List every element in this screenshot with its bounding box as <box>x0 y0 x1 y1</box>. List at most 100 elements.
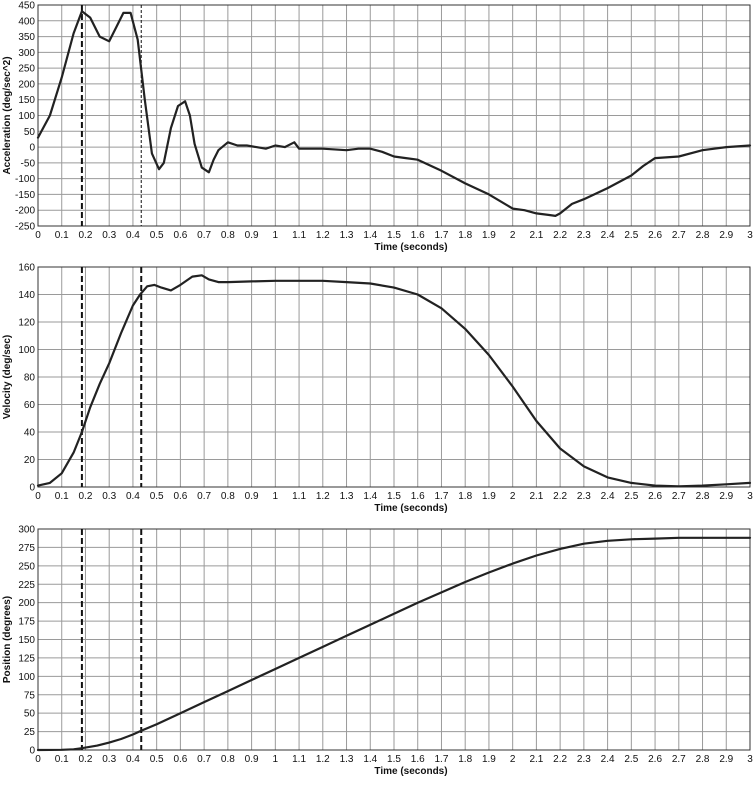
velocity-x-tick-label: 0.5 <box>150 491 164 502</box>
velocity-x-tick-label: 2.7 <box>672 491 686 502</box>
acceleration-y-tick-label: -50 <box>21 158 36 169</box>
acceleration-x-tick-label: 0 <box>35 230 41 241</box>
acceleration-x-tick-label: 1.8 <box>458 230 472 241</box>
acceleration-x-tick-label: 2.3 <box>577 230 591 241</box>
position-x-tick-label: 2.7 <box>672 754 686 765</box>
position-y-tick-label: 275 <box>18 543 35 554</box>
acceleration-y-tick-label: 250 <box>18 64 35 75</box>
velocity-x-tick-label: 0.1 <box>55 491 69 502</box>
acceleration-x-tick-label: 3 <box>747 230 753 241</box>
position-y-axis-label: Position (degrees) <box>2 596 13 683</box>
acceleration-y-tick-label: -200 <box>15 206 35 217</box>
acceleration-x-tick-label: 0.4 <box>126 230 140 241</box>
acceleration-x-tick-label: 2.9 <box>719 230 733 241</box>
acceleration-x-tick-label: 1.1 <box>292 230 306 241</box>
velocity-x-tick-label: 1.9 <box>482 491 496 502</box>
acceleration-x-tick-label: 2.6 <box>648 230 662 241</box>
acceleration-y-tick-label: 300 <box>18 48 35 59</box>
velocity-x-tick-label: 2.2 <box>553 491 567 502</box>
velocity-x-tick-label: 2.4 <box>601 491 615 502</box>
acceleration-x-tick-label: 2.2 <box>553 230 567 241</box>
velocity-x-tick-label: 1.8 <box>458 491 472 502</box>
velocity-x-tick-label: 0.7 <box>197 491 211 502</box>
position-x-tick-label: 2.1 <box>529 754 543 765</box>
acceleration-y-tick-label: -150 <box>15 190 35 201</box>
velocity-y-tick-label: 60 <box>24 400 36 411</box>
acceleration-y-axis-label: Acceleration (deg/sec^2) <box>2 56 13 174</box>
velocity-y-tick-label: 0 <box>29 483 35 494</box>
position-x-axis-label: Time (seconds) <box>374 766 447 777</box>
acceleration-x-axis-label: Time (seconds) <box>374 242 447 253</box>
acceleration-y-tick-label: 150 <box>18 95 35 106</box>
position-x-tick-label: 2.8 <box>696 754 710 765</box>
position-x-tick-label: 2.9 <box>719 754 733 765</box>
velocity-x-tick-label: 1.7 <box>435 491 449 502</box>
position-x-tick-label: 2.5 <box>624 754 638 765</box>
velocity-y-axis-label: Velocity (deg/sec) <box>2 335 13 419</box>
position-y-tick-label: 225 <box>18 580 35 591</box>
acceleration-x-tick-label: 2.8 <box>696 230 710 241</box>
position-x-tick-label: 0.1 <box>55 754 69 765</box>
acceleration-x-tick-label: 2.5 <box>624 230 638 241</box>
acceleration-x-tick-label: 0.7 <box>197 230 211 241</box>
acceleration-series-line <box>36 10 752 217</box>
velocity-x-tick-label: 0.9 <box>245 491 259 502</box>
acceleration-y-tick-label: -250 <box>15 222 35 233</box>
position-x-tick-label: 0.9 <box>245 754 259 765</box>
velocity-x-tick-label: 1.1 <box>292 491 306 502</box>
acceleration-x-tick-label: 0.8 <box>221 230 235 241</box>
acceleration-x-tick-label: 2.7 <box>672 230 686 241</box>
velocity-series-line <box>36 274 752 488</box>
velocity-x-tick-label: 0.6 <box>173 491 187 502</box>
position-x-tick-label: 1.9 <box>482 754 496 765</box>
position-x-tick-label: 1.3 <box>340 754 354 765</box>
velocity-x-tick-label: 2.6 <box>648 491 662 502</box>
position-x-tick-label: 0.5 <box>150 754 164 765</box>
velocity-x-tick-label: 1.6 <box>411 491 425 502</box>
position-y-tick-label: 250 <box>18 561 35 572</box>
velocity-y-tick-label: 120 <box>18 318 35 329</box>
position-x-tick-label: 3 <box>747 754 753 765</box>
velocity-x-tick-label: 0.2 <box>79 491 93 502</box>
position-x-tick-label: 2 <box>510 754 516 765</box>
acceleration-x-tick-label: 0.6 <box>173 230 187 241</box>
position-y-tick-label: 100 <box>18 672 35 683</box>
velocity-x-tick-label: 0.8 <box>221 491 235 502</box>
velocity-x-tick-label: 2.5 <box>624 491 638 502</box>
acceleration-x-tick-label: 0.2 <box>79 230 93 241</box>
velocity-x-tick-label: 2.8 <box>696 491 710 502</box>
velocity-x-tick-label: 2.1 <box>529 491 543 502</box>
velocity-y-tick-label: 100 <box>18 345 35 356</box>
position-x-tick-label: 1.8 <box>458 754 472 765</box>
position-x-tick-label: 2.2 <box>553 754 567 765</box>
acceleration-x-tick-label: 0.5 <box>150 230 164 241</box>
position-y-tick-label: 125 <box>18 653 35 664</box>
position-x-tick-label: 0.4 <box>126 754 140 765</box>
acceleration-x-tick-label: 1.4 <box>363 230 377 241</box>
velocity-y-tick-label: 40 <box>24 428 36 439</box>
acceleration-x-tick-label: 1.6 <box>411 230 425 241</box>
velocity-x-tick-label: 0 <box>35 491 41 502</box>
position-x-tick-label: 0.6 <box>173 754 187 765</box>
position-frame <box>37 528 751 751</box>
acceleration-x-tick-label: 1.7 <box>435 230 449 241</box>
acceleration-y-tick-label: 350 <box>18 32 35 43</box>
acceleration-y-tick-label: 400 <box>18 16 35 27</box>
acceleration-y-tick-label: 100 <box>18 111 35 122</box>
acceleration-frame <box>37 4 751 227</box>
velocity-x-tick-label: 1 <box>273 491 279 502</box>
velocity-y-tick-label: 140 <box>18 290 35 301</box>
velocity-x-tick-label: 1.2 <box>316 491 330 502</box>
acceleration-x-tick-label: 1.5 <box>387 230 401 241</box>
position-y-tick-label: 175 <box>18 617 35 628</box>
position-x-tick-label: 1.1 <box>292 754 306 765</box>
acceleration-x-tick-label: 1.2 <box>316 230 330 241</box>
position-y-tick-label: 150 <box>18 635 35 646</box>
position-x-tick-label: 1.2 <box>316 754 330 765</box>
velocity-y-tick-label: 20 <box>24 455 36 466</box>
position-y-tick-label: 200 <box>18 598 35 609</box>
acceleration-y-tick-label: -100 <box>15 174 35 185</box>
velocity-y-tick-label: 80 <box>24 373 36 384</box>
